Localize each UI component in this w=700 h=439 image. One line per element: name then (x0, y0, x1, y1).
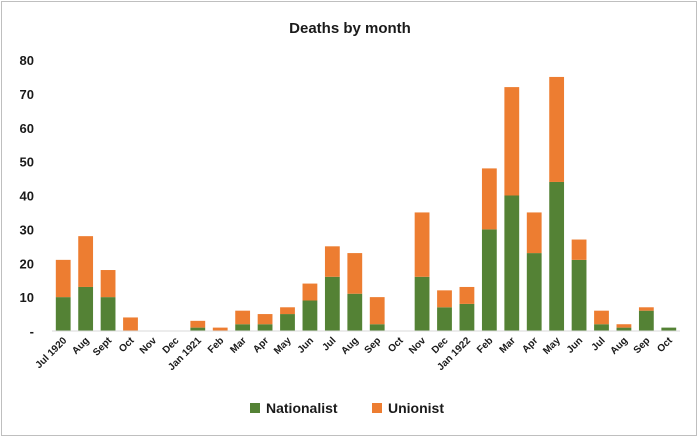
x-tick-label: Sep (632, 335, 653, 356)
x-tick-label: Oct (386, 335, 406, 355)
bar-unionist (414, 212, 430, 277)
bar-nationalist (414, 276, 430, 331)
x-tick-label: Oct (655, 335, 675, 355)
bar-nationalist (437, 307, 452, 331)
bar-nationalist (257, 324, 273, 331)
x-tick-label: Jun (296, 335, 316, 355)
bar-nationalist (526, 253, 542, 331)
bar-unionist (347, 253, 363, 294)
bar-unionist (280, 307, 295, 315)
x-tick-label: Aug (609, 335, 631, 357)
bar-unionist (594, 310, 609, 325)
x-tick-label: Feb (475, 335, 495, 355)
bar-unionist (437, 290, 452, 308)
x-tick-label: Jul (590, 335, 608, 353)
y-tick-label: 80 (20, 53, 34, 68)
x-tick-label: Mar (498, 335, 518, 355)
bar-unionist (616, 324, 632, 328)
x-tick-label: Oct (117, 335, 137, 355)
bar-nationalist (235, 324, 251, 331)
chart-title: Deaths by month (289, 20, 411, 37)
x-tick-label: Aug (70, 335, 92, 357)
bar-nationalist (55, 297, 71, 331)
legend-label-nationalist: Nationalist (266, 400, 338, 416)
x-tick-label: Jul 1920 (34, 335, 70, 371)
x-tick-label: Nov (138, 335, 159, 356)
bar-nationalist (638, 310, 654, 331)
bar-unionist (123, 317, 138, 331)
bar-nationalist (190, 327, 206, 331)
y-tick-label: 40 (20, 189, 34, 204)
bar-unionist (526, 212, 542, 254)
bar-unionist (549, 76, 565, 182)
x-tick-label: Aug (339, 335, 361, 357)
x-tick-label: Sept (91, 335, 115, 359)
x-tick-label: Feb (206, 335, 226, 355)
bar-nationalist (347, 293, 363, 331)
y-tick-label: 20 (20, 256, 34, 271)
y-tick-label: 70 (20, 87, 34, 102)
x-tick-label: Jun (565, 335, 585, 355)
x-tick-label: Mar (228, 335, 248, 355)
bar-unionist (638, 307, 654, 311)
bar-unionist (459, 286, 475, 304)
legend-label-unionist: Unionist (388, 400, 444, 416)
legend-swatch-unionist (372, 403, 382, 413)
bar-nationalist (549, 181, 565, 331)
bar-unionist (190, 320, 206, 328)
bar-unionist (481, 168, 497, 230)
x-tick-label: Apr (520, 335, 540, 355)
bar-unionist (235, 310, 251, 325)
x-tick-label: Jul (320, 335, 338, 353)
bar-nationalist (324, 276, 340, 331)
bar-nationalist (369, 324, 385, 331)
y-tick-label: 10 (20, 290, 34, 305)
bar-unionist (302, 283, 318, 301)
y-tick-label: 60 (20, 121, 34, 136)
bar-nationalist (100, 297, 116, 331)
bar-nationalist (302, 300, 318, 331)
bar-unionist (571, 239, 587, 260)
bar-unionist (55, 259, 71, 298)
bar-unionist (369, 297, 385, 325)
bar-nationalist (594, 324, 609, 331)
bar-nationalist (504, 195, 520, 331)
bar-nationalist (481, 229, 497, 331)
bar-unionist (100, 270, 116, 298)
y-tick-label: 50 (20, 155, 34, 170)
bar-unionist (212, 327, 228, 331)
x-tick-label: May (541, 335, 563, 357)
bar-unionist (78, 236, 94, 287)
x-tick-label: May (272, 335, 294, 357)
bar-unionist (324, 246, 340, 277)
bar-nationalist (661, 327, 677, 331)
legend: Nationalist Unionist (250, 400, 444, 416)
bar-nationalist (616, 327, 632, 331)
x-tick-label: Nov (407, 335, 428, 356)
y-tick-label: 30 (20, 222, 34, 237)
bar-nationalist (571, 259, 587, 331)
bar-nationalist (78, 286, 94, 331)
y-tick-label: - (30, 324, 34, 339)
x-tick-label: Apr (251, 335, 271, 355)
legend-swatch-nationalist (250, 403, 260, 413)
x-tick-label: Sep (363, 335, 384, 356)
bar-unionist (504, 87, 520, 196)
bar-nationalist (280, 314, 295, 331)
bar-nationalist (459, 303, 475, 331)
bars (55, 76, 677, 331)
bar-unionist (257, 314, 273, 325)
y-axis: - 10 20 30 40 50 60 70 80 (20, 53, 34, 339)
